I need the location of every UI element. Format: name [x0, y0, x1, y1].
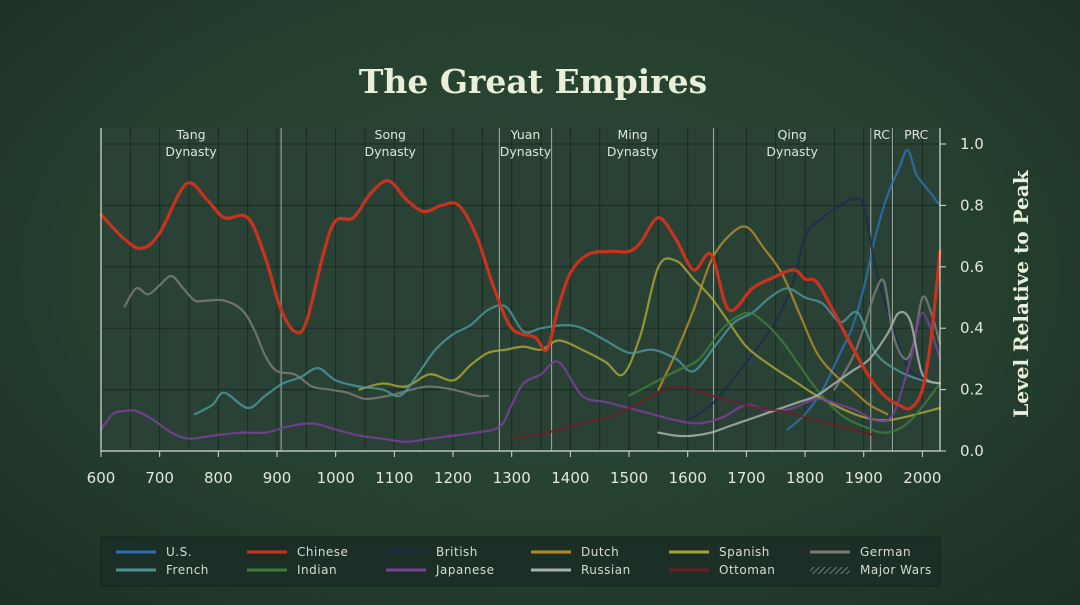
legend-label: Spanish — [719, 545, 770, 559]
legend-label: French — [166, 563, 209, 577]
legend-label: Japanese — [435, 563, 495, 577]
era-label-line: Dynasty — [766, 144, 818, 159]
era-label-2: Yuan Dynasty — [500, 127, 552, 159]
era-label-3: Ming Dynasty — [607, 127, 659, 159]
era-label-line: Dynasty — [365, 144, 417, 159]
series-line-chinese — [99, 179, 942, 411]
era-label-line: Ming — [617, 127, 647, 142]
era-label-line: RC — [873, 127, 890, 142]
legend-label: British — [436, 545, 478, 559]
x-tick-label: 1600 — [669, 469, 707, 487]
x-tick-label: 800 — [204, 469, 233, 487]
era-label-line: Dynasty — [500, 144, 552, 159]
era-label-4: Qing Dynasty — [766, 127, 818, 159]
series-line-russian — [657, 310, 942, 438]
x-tick-label: 1000 — [317, 469, 355, 487]
era-label-line: Dynasty — [165, 144, 217, 159]
series-line-dutch — [657, 225, 889, 416]
era-label-line: Tang — [176, 127, 206, 142]
era-label-5: RC — [873, 127, 890, 142]
y-tick-label: 0.8 — [960, 196, 984, 214]
x-tick-label: 2000 — [903, 469, 941, 487]
y-tick-label: 1.0 — [960, 135, 984, 153]
series-line-german-2 — [833, 278, 942, 391]
series-line-japanese — [99, 311, 942, 443]
legend-label: Major Wars — [860, 563, 932, 577]
x-tick-label: 1400 — [551, 469, 589, 487]
era-label-0: Tang Dynasty — [165, 127, 217, 159]
era-label-line: Song — [375, 127, 406, 142]
series-line-u-s- — [786, 149, 942, 431]
era-label-line: Yuan — [510, 127, 541, 142]
x-tick-label: 1100 — [375, 469, 413, 487]
era-label-6: PRC — [904, 127, 929, 142]
x-tick-label: 1500 — [610, 469, 648, 487]
y-tick-label: 0.4 — [960, 319, 984, 337]
x-tick-label: 1300 — [493, 469, 531, 487]
series-line-german — [123, 274, 490, 400]
x-tick-label: 1200 — [434, 469, 472, 487]
x-tick-label: 700 — [145, 469, 174, 487]
legend-label: U.S. — [166, 545, 192, 559]
y-axis-label: Level Relative to Peak — [1009, 169, 1033, 417]
grid — [101, 128, 940, 452]
series-line-indian — [627, 311, 942, 434]
x-tick-label: 1900 — [845, 469, 883, 487]
legend-label: German — [860, 545, 911, 559]
legend-label: Ottoman — [719, 563, 775, 577]
legend-box — [100, 536, 941, 587]
series-line-ottoman — [510, 385, 877, 440]
x-tick-label: 1700 — [727, 469, 765, 487]
x-tick-label: 900 — [263, 469, 292, 487]
series-lines — [99, 149, 942, 443]
y-tick-label: 0.2 — [960, 381, 984, 399]
legend: U.S. Chinese British Dutch Spanish German Fren… — [100, 536, 941, 587]
era-label-line: PRC — [904, 127, 929, 142]
x-tick-label: 600 — [87, 469, 116, 487]
series-line-british — [686, 197, 942, 422]
legend-label: Indian — [297, 563, 337, 577]
era-bands: Tang Dynasty Song Dynasty Yuan Dynasty Ming Dyn… — [165, 127, 929, 451]
x-tick-label: 1800 — [786, 469, 824, 487]
legend-swatch-major-wars — [810, 567, 850, 574]
plot-area — [101, 128, 940, 451]
era-label-line: Dynasty — [607, 144, 659, 159]
era-label-1: Song Dynasty — [365, 127, 417, 159]
y-tick-label: 0.0 — [960, 442, 984, 460]
legend-label: Chinese — [297, 545, 348, 559]
era-label-line: Qing — [778, 127, 807, 142]
legend-label: Dutch — [581, 545, 619, 559]
axes: 600 700 800 900 1000 1100 1200 1300 1400 1500 1600… — [87, 128, 984, 487]
y-tick-label: 0.6 — [960, 258, 984, 276]
chart-title: The Great Empires — [359, 62, 707, 101]
legend-label: Russian — [581, 563, 631, 577]
